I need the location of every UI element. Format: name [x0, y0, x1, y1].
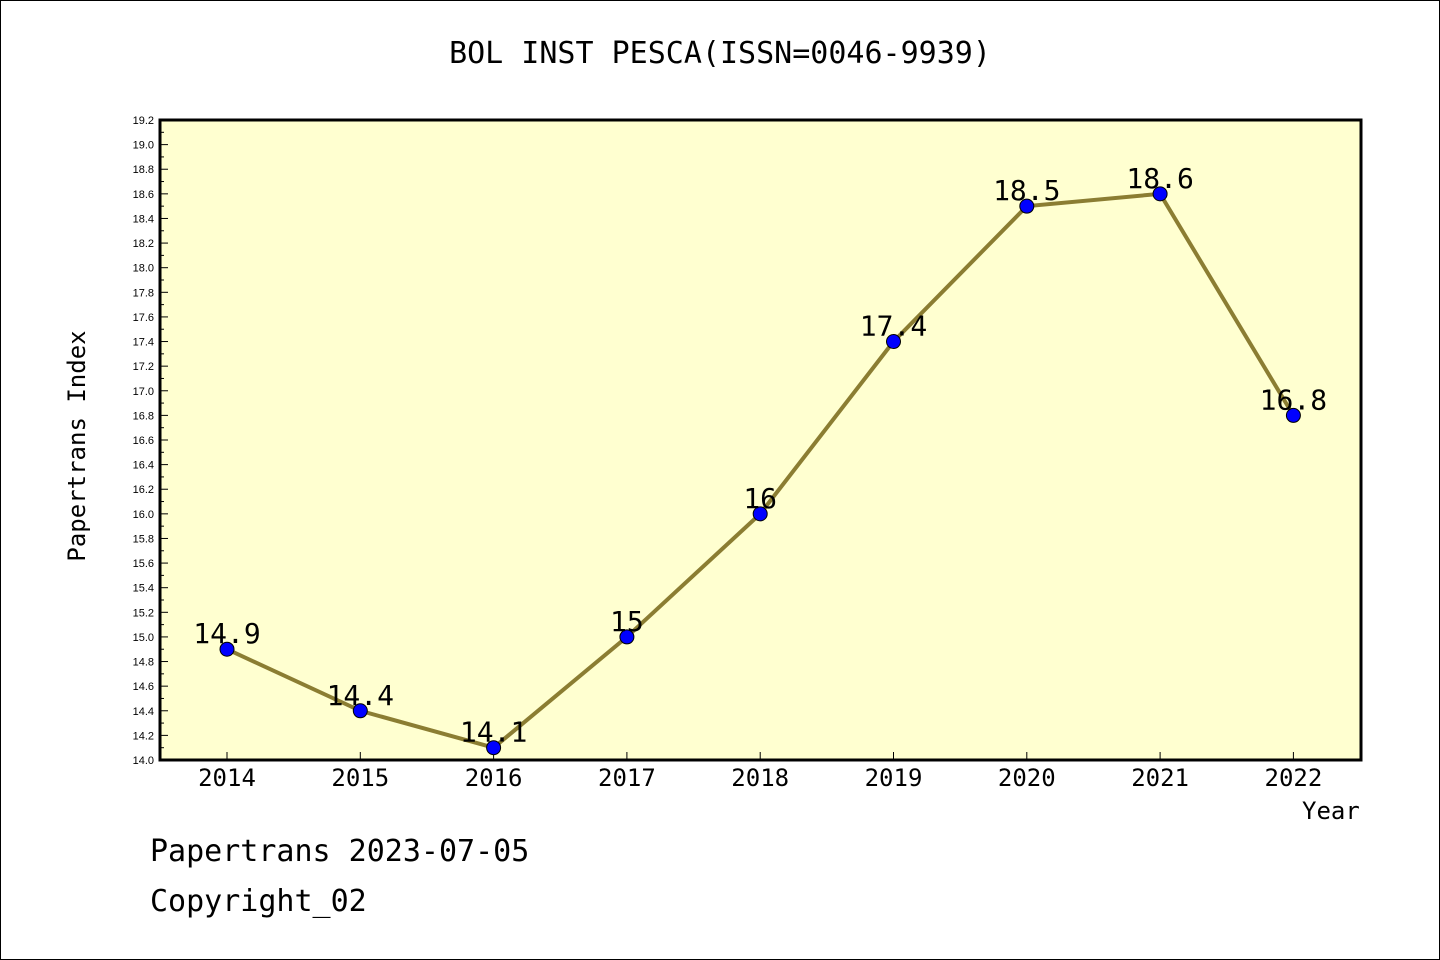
data-label: 16.8	[1260, 383, 1327, 416]
y-tick-label: 14.6	[133, 681, 154, 693]
x-tick-label: 2014	[198, 764, 256, 792]
y-tick-label: 14.0	[133, 755, 154, 767]
y-tick-label: 18.8	[133, 164, 154, 176]
x-tick-label: 2016	[465, 764, 523, 792]
data-label: 16	[743, 482, 777, 515]
y-tick-label: 14.4	[133, 706, 154, 718]
footer-date: Papertrans 2023-07-05	[150, 834, 529, 869]
y-tick-label: 15.8	[133, 533, 154, 545]
y-tick-label: 17.2	[133, 361, 154, 373]
data-label: 18.5	[993, 174, 1060, 207]
x-tick-label: 2022	[1265, 764, 1323, 792]
y-tick-label: 19.2	[133, 115, 154, 127]
y-tick-label: 16.6	[133, 435, 154, 447]
y-tick-label: 17.6	[133, 312, 154, 324]
y-tick-label: 17.0	[133, 386, 154, 398]
y-tick-label: 18.2	[133, 238, 154, 250]
y-tick-label: 14.2	[133, 730, 154, 742]
x-tick-label: 2020	[998, 764, 1056, 792]
y-tick-label: 18.0	[133, 263, 154, 275]
y-tick-label: 19.0	[133, 140, 154, 152]
data-label: 15	[610, 605, 644, 638]
y-tick-label: 15.4	[133, 583, 154, 595]
y-tick-label: 16.4	[133, 460, 154, 472]
y-tick-label: 15.6	[133, 558, 154, 570]
x-tick-label: 2015	[331, 764, 389, 792]
data-label: 18.6	[1126, 162, 1193, 195]
footer-copyright: Copyright_02	[150, 884, 367, 919]
y-tick-label: 17.8	[133, 287, 154, 299]
x-tick-label: 2018	[731, 764, 789, 792]
x-tick-label: 2019	[865, 764, 923, 792]
data-label: 14.1	[460, 716, 527, 749]
line-chart: 14.0 14.2 14.4 14.6 14.8 15.0 15.2 15.4 15.6 15.8…	[0, 0, 1440, 960]
y-tick-label: 14.8	[133, 657, 154, 669]
y-tick-label: 16.0	[133, 509, 154, 521]
y-tick-label: 16.2	[133, 484, 154, 496]
data-label: 14.4	[327, 679, 394, 712]
y-tick-label: 18.4	[133, 213, 154, 225]
data-label: 17.4	[860, 310, 927, 343]
y-tick-label: 16.8	[133, 410, 154, 422]
y-tick-label: 18.6	[133, 189, 154, 201]
y-tick-label: 15.0	[133, 632, 154, 644]
plot-area	[160, 120, 1361, 760]
data-label: 14.9	[193, 617, 260, 650]
x-tick-label: 2021	[1131, 764, 1189, 792]
y-tick-label: 17.4	[133, 337, 154, 349]
y-tick-label: 15.2	[133, 607, 154, 619]
x-tick-label: 2017	[598, 764, 656, 792]
